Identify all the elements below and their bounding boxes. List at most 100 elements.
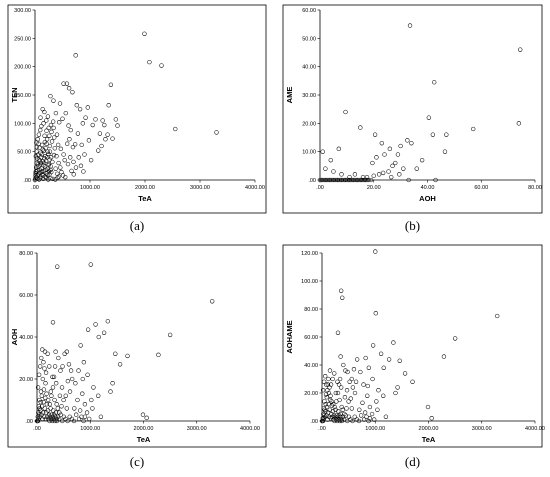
data-point	[35, 137, 40, 142]
data-point	[373, 249, 378, 254]
data-point	[452, 336, 458, 341]
data-point	[51, 98, 56, 103]
data-point	[337, 177, 343, 183]
data-point	[356, 418, 362, 424]
panel-frame	[282, 244, 543, 448]
data-point	[96, 393, 101, 398]
data-point	[76, 368, 81, 373]
data-point	[55, 264, 60, 269]
data-point	[398, 143, 403, 149]
data-point	[338, 385, 344, 390]
data-point	[331, 169, 336, 174]
data-point	[35, 168, 40, 173]
data-point	[323, 402, 328, 407]
data-point	[333, 407, 338, 412]
data-point	[39, 152, 44, 157]
data-point	[55, 142, 61, 148]
data-point	[70, 89, 75, 95]
data-point	[78, 343, 83, 348]
data-point	[361, 382, 366, 387]
data-point	[373, 311, 378, 316]
data-point	[39, 404, 45, 409]
data-point	[375, 407, 380, 412]
data-point	[53, 381, 59, 386]
data-point	[342, 411, 347, 417]
data-point	[60, 418, 65, 424]
x-axis-title: TeA	[138, 194, 152, 203]
data-point	[74, 103, 79, 108]
data-point	[335, 390, 341, 396]
y-axis-title: AOHAME	[285, 320, 294, 353]
y-tick-label: 50.00	[17, 150, 31, 156]
data-point	[63, 393, 68, 398]
data-point	[323, 409, 328, 414]
y-tick-label: 120.00	[301, 251, 318, 257]
data-point	[44, 391, 49, 396]
data-point	[44, 141, 49, 146]
data-point	[93, 322, 98, 327]
data-point	[348, 396, 353, 401]
y-tick-label: 60.00	[304, 335, 318, 341]
data-point	[331, 413, 337, 418]
data-point	[53, 166, 58, 171]
data-point	[38, 364, 43, 369]
data-point	[76, 416, 82, 422]
data-point	[346, 177, 351, 183]
data-point	[50, 159, 55, 165]
scatter-panel-d: .00 1000.00 2000.00 3000.00 4000.00 .00 20.00 4…	[282, 244, 545, 469]
data-point	[381, 393, 386, 398]
data-point	[336, 146, 341, 152]
data-point	[80, 376, 85, 382]
data-point	[78, 163, 84, 169]
data-point	[45, 172, 50, 178]
y-tick-label: 60.00	[19, 293, 33, 299]
data-point	[406, 177, 411, 183]
data-point	[429, 416, 434, 421]
data-point	[386, 169, 391, 174]
data-point	[338, 414, 343, 419]
data-point	[58, 368, 63, 373]
data-point	[62, 157, 67, 163]
data-point	[397, 358, 402, 363]
data-point	[350, 418, 355, 424]
data-point	[37, 158, 43, 163]
data-point	[324, 177, 329, 183]
data-point	[34, 160, 39, 166]
data-point	[46, 397, 51, 403]
data-point	[354, 417, 360, 422]
data-point	[339, 418, 345, 424]
data-point	[350, 385, 356, 390]
data-point	[113, 117, 119, 122]
data-point	[339, 172, 344, 177]
y-axis-title: AME	[285, 87, 294, 104]
data-point	[323, 392, 329, 397]
data-point	[37, 145, 42, 150]
data-point	[90, 406, 95, 411]
data-point	[376, 172, 382, 177]
data-point	[410, 379, 415, 384]
y-tick-label: .00	[310, 419, 318, 425]
data-point	[50, 320, 56, 325]
panel-frame	[7, 4, 267, 214]
x-tick-label: 2000.00	[134, 426, 154, 432]
data-point	[33, 154, 38, 159]
data-point	[360, 174, 366, 180]
data-point	[348, 177, 354, 183]
data-point	[329, 177, 335, 183]
data-point	[40, 173, 46, 178]
data-point	[356, 177, 362, 183]
data-point	[354, 177, 359, 183]
data-point	[105, 132, 110, 137]
data-point	[61, 397, 66, 403]
data-point	[372, 417, 377, 422]
data-point	[364, 177, 370, 183]
data-point	[336, 409, 341, 414]
data-point	[47, 172, 52, 177]
data-point	[57, 393, 63, 398]
data-point	[55, 406, 60, 411]
data-point	[71, 172, 76, 177]
data-point	[357, 407, 362, 412]
data-point	[42, 133, 47, 138]
data-point	[320, 416, 325, 421]
